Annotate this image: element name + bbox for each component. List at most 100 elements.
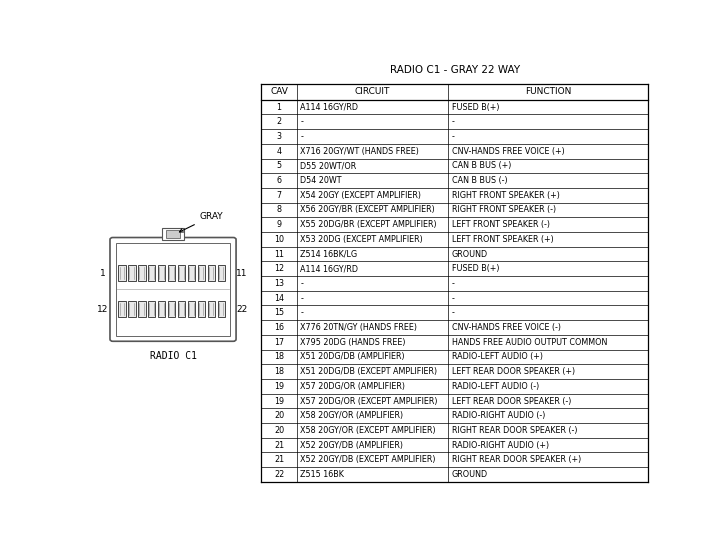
Text: 21: 21 <box>274 441 284 450</box>
Text: Z514 16BK/LG: Z514 16BK/LG <box>300 250 357 258</box>
Text: A114 16GY/RD: A114 16GY/RD <box>300 102 358 112</box>
Text: -: - <box>300 279 303 288</box>
Text: 1: 1 <box>100 269 106 278</box>
Text: X58 20GY/OR (EXCEPT AMPLIFIER): X58 20GY/OR (EXCEPT AMPLIFIER) <box>300 426 436 435</box>
Text: Z515 16BK: Z515 16BK <box>300 470 344 479</box>
Text: RADIO-LEFT AUDIO (+): RADIO-LEFT AUDIO (+) <box>452 353 543 361</box>
Bar <box>119 265 126 282</box>
Bar <box>148 301 155 317</box>
Text: 11: 11 <box>236 269 247 278</box>
Text: 19: 19 <box>274 397 284 405</box>
Text: X52 20GY/DB (EXCEPT AMPLIFIER): X52 20GY/DB (EXCEPT AMPLIFIER) <box>300 455 436 464</box>
Bar <box>148 265 155 282</box>
Text: X716 20GY/WT (HANDS FREE): X716 20GY/WT (HANDS FREE) <box>300 147 419 156</box>
Text: RADIO C1: RADIO C1 <box>150 351 197 361</box>
Text: 18: 18 <box>274 353 284 361</box>
Text: CAV: CAV <box>270 87 288 96</box>
Text: LEFT REAR DOOR SPEAKER (+): LEFT REAR DOOR SPEAKER (+) <box>452 367 575 376</box>
Bar <box>166 230 180 238</box>
Text: RIGHT REAR DOOR SPEAKER (-): RIGHT REAR DOOR SPEAKER (-) <box>452 426 577 435</box>
Text: 14: 14 <box>274 294 284 302</box>
Bar <box>168 301 176 317</box>
Text: 2: 2 <box>276 117 282 126</box>
Text: CNV-HANDS FREE VOICE (-): CNV-HANDS FREE VOICE (-) <box>452 323 561 332</box>
Bar <box>168 265 176 282</box>
Text: 22: 22 <box>274 470 284 479</box>
Bar <box>138 265 145 282</box>
Text: 8: 8 <box>277 206 281 214</box>
Text: D55 20WT/OR: D55 20WT/OR <box>300 161 356 170</box>
Text: LEFT FRONT SPEAKER (+): LEFT FRONT SPEAKER (+) <box>452 235 554 244</box>
Text: X57 20DG/OR (AMPLIFIER): X57 20DG/OR (AMPLIFIER) <box>300 382 405 391</box>
Text: X53 20DG (EXCEPT AMPLIFIER): X53 20DG (EXCEPT AMPLIFIER) <box>300 235 423 244</box>
Bar <box>119 301 126 317</box>
Bar <box>198 301 205 317</box>
Text: CNV-HANDS FREE VOICE (+): CNV-HANDS FREE VOICE (+) <box>452 147 565 156</box>
Text: RIGHT FRONT SPEAKER (+): RIGHT FRONT SPEAKER (+) <box>452 191 560 200</box>
Bar <box>188 265 195 282</box>
Text: CAN B BUS (+): CAN B BUS (+) <box>452 161 511 170</box>
Text: 4: 4 <box>277 147 281 156</box>
Text: -: - <box>452 132 455 141</box>
Bar <box>128 301 136 317</box>
Text: A114 16GY/RD: A114 16GY/RD <box>300 264 358 273</box>
Text: LEFT FRONT SPEAKER (-): LEFT FRONT SPEAKER (-) <box>452 220 549 229</box>
Text: X51 20DG/DB (EXCEPT AMPLIFIER): X51 20DG/DB (EXCEPT AMPLIFIER) <box>300 367 437 376</box>
Text: 6: 6 <box>277 176 281 185</box>
Text: -: - <box>300 132 303 141</box>
Text: 5: 5 <box>276 161 282 170</box>
Text: FUSED B(+): FUSED B(+) <box>452 264 500 273</box>
Text: -: - <box>452 117 455 126</box>
Text: X57 20DG/OR (EXCEPT AMPLIFIER): X57 20DG/OR (EXCEPT AMPLIFIER) <box>300 397 437 405</box>
Text: X795 20DG (HANDS FREE): X795 20DG (HANDS FREE) <box>300 338 406 346</box>
Text: 12: 12 <box>274 264 284 273</box>
Bar <box>178 301 185 317</box>
FancyBboxPatch shape <box>110 238 236 341</box>
Text: RADIO-RIGHT AUDIO (-): RADIO-RIGHT AUDIO (-) <box>452 411 545 420</box>
Text: RIGHT FRONT SPEAKER (-): RIGHT FRONT SPEAKER (-) <box>452 206 556 214</box>
Text: FUSED B(+): FUSED B(+) <box>452 102 500 112</box>
Text: 19: 19 <box>274 382 284 391</box>
Bar <box>158 265 166 282</box>
Text: 9: 9 <box>276 220 282 229</box>
Text: 17: 17 <box>274 338 284 346</box>
Text: GROUND: GROUND <box>452 250 488 258</box>
Text: X56 20GY/BR (EXCEPT AMPLIFIER): X56 20GY/BR (EXCEPT AMPLIFIER) <box>300 206 435 214</box>
Text: CIRCUIT: CIRCUIT <box>355 87 390 96</box>
Text: CAN B BUS (-): CAN B BUS (-) <box>452 176 508 185</box>
Text: 1: 1 <box>277 102 281 112</box>
Text: RADIO C1 - GRAY 22 WAY: RADIO C1 - GRAY 22 WAY <box>390 65 520 75</box>
Text: 20: 20 <box>274 411 284 420</box>
Bar <box>218 265 225 282</box>
Text: 12: 12 <box>97 305 108 314</box>
Text: 10: 10 <box>274 235 284 244</box>
Text: FUNCTION: FUNCTION <box>525 87 571 96</box>
Text: X51 20DG/DB (AMPLIFIER): X51 20DG/DB (AMPLIFIER) <box>300 353 405 361</box>
Text: X54 20GY (EXCEPT AMPLIFIER): X54 20GY (EXCEPT AMPLIFIER) <box>300 191 422 200</box>
Text: X58 20GY/OR (AMPLIFIER): X58 20GY/OR (AMPLIFIER) <box>300 411 403 420</box>
Text: 18: 18 <box>274 367 284 376</box>
Text: -: - <box>300 117 303 126</box>
Text: -: - <box>300 309 303 317</box>
Text: RADIO-RIGHT AUDIO (+): RADIO-RIGHT AUDIO (+) <box>452 441 549 450</box>
Text: 7: 7 <box>276 191 282 200</box>
Bar <box>178 265 185 282</box>
Bar <box>162 228 184 240</box>
Text: 16: 16 <box>274 323 284 332</box>
Text: RIGHT REAR DOOR SPEAKER (+): RIGHT REAR DOOR SPEAKER (+) <box>452 455 581 464</box>
Text: X776 20TN/GY (HANDS FREE): X776 20TN/GY (HANDS FREE) <box>300 323 417 332</box>
Text: 13: 13 <box>274 279 284 288</box>
Bar <box>218 301 225 317</box>
Text: X52 20GY/DB (AMPLIFIER): X52 20GY/DB (AMPLIFIER) <box>300 441 403 450</box>
Text: GROUND: GROUND <box>452 470 488 479</box>
Bar <box>208 301 215 317</box>
Text: LEFT REAR DOOR SPEAKER (-): LEFT REAR DOOR SPEAKER (-) <box>452 397 571 405</box>
Text: 20: 20 <box>274 426 284 435</box>
Text: -: - <box>452 294 455 302</box>
Bar <box>158 301 166 317</box>
Text: X55 20DG/BR (EXCEPT AMPLIFIER): X55 20DG/BR (EXCEPT AMPLIFIER) <box>300 220 437 229</box>
Text: -: - <box>452 309 455 317</box>
Text: 3: 3 <box>277 132 281 141</box>
Text: HANDS FREE AUDIO OUTPUT COMMON: HANDS FREE AUDIO OUTPUT COMMON <box>452 338 607 346</box>
Bar <box>188 301 195 317</box>
